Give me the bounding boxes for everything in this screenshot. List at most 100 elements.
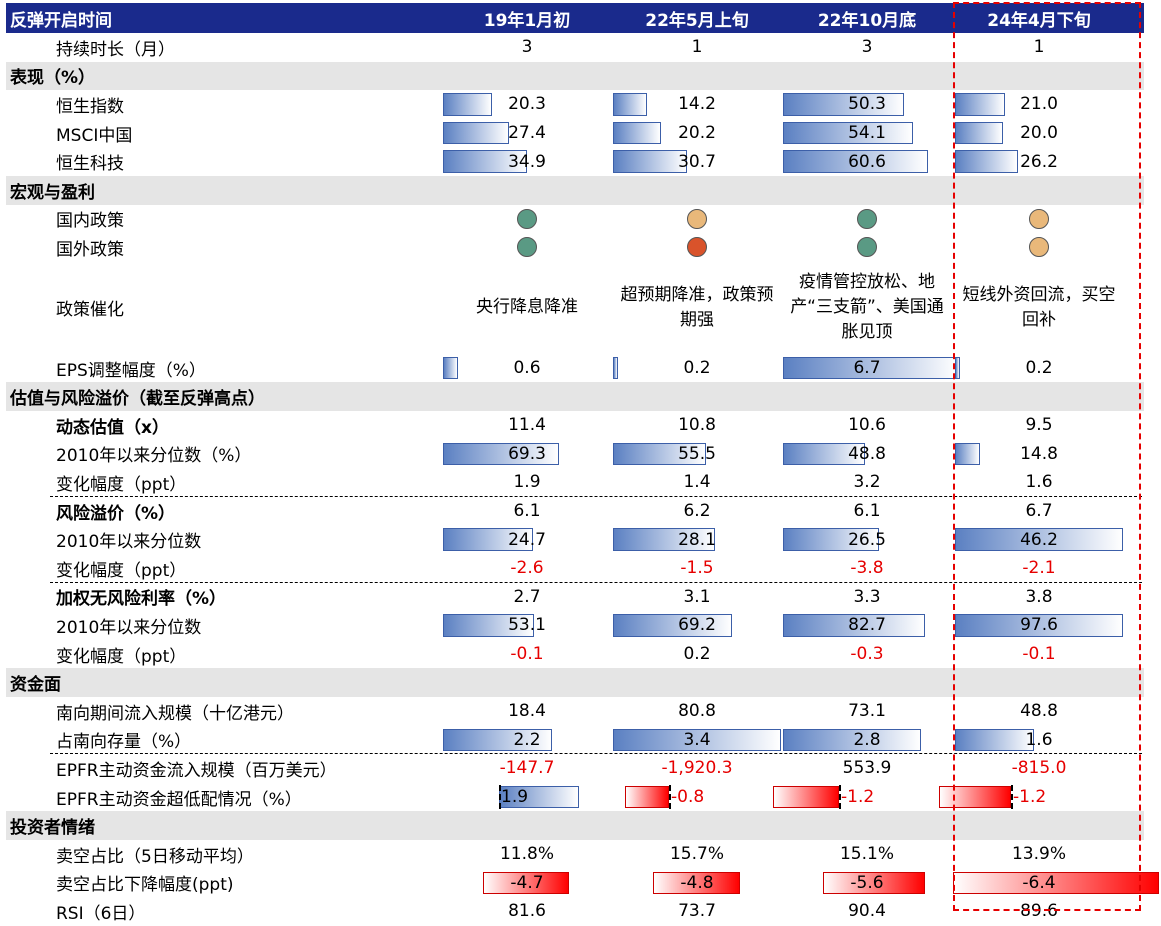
value-cell: 54.1 (783, 119, 951, 148)
cell-value: -815.0 (1011, 758, 1067, 779)
cell-value: 46.2 (1020, 529, 1058, 550)
cell-value: 3.2 (853, 472, 881, 493)
cell-value: 15.7% (669, 844, 724, 865)
table-row: 政策催化 央行降息降准 超预期降准，政策预期强 疫情管控放松、地产“三支箭”、美国通胀… (6, 262, 1144, 354)
value-cell: -5.6 (783, 869, 951, 898)
cell-value: 80.8 (678, 701, 716, 722)
cell-value: 0.2 (1025, 358, 1053, 379)
value-cell: 82.7 (783, 611, 951, 640)
value-cell: 6.1 (443, 497, 611, 526)
data-bar (653, 871, 741, 895)
row-label: 2010年以来分位数 (56, 532, 202, 553)
table-row: 动态估值（x） 11.4 10.8 10.6 9.5 (6, 411, 1144, 440)
row-label: 2010年以来分位数（%） (56, 446, 252, 467)
value-cell: -3.8 (783, 554, 951, 583)
value-cell: -1.2 (773, 783, 951, 812)
cell-value: 55.5 (678, 443, 716, 464)
value-cell: -0.8 (613, 783, 781, 812)
data-bar (955, 93, 1006, 116)
data-bar (443, 614, 535, 637)
value-cell: -1.2 (939, 783, 1123, 812)
cell-value: 69.3 (508, 443, 546, 464)
section-title: 资金面 (10, 675, 61, 696)
value-cell: 3.2 (783, 468, 951, 497)
section-title: 表现（%） (10, 68, 96, 89)
policy-text: 短线外资回流，买空回补 (962, 284, 1116, 330)
column-header: 24年4月下旬 (987, 10, 1091, 31)
cell-value: 48.8 (1020, 701, 1058, 722)
value-cell: 50.3 (783, 90, 951, 119)
data-bar (613, 614, 733, 637)
cell-value: 81.6 (508, 901, 546, 922)
row-label: 恒生指数 (56, 96, 124, 117)
table-row: EPFR主动资金流入规模（百万美元） -147.7 -1,920.3 553.9 -81… (6, 754, 1144, 783)
data-bar (773, 785, 839, 809)
value-cell: -0.3 (783, 640, 951, 669)
value-cell: 53.1 (443, 611, 611, 640)
cell-value: 15.1% (839, 844, 894, 865)
value-cell: 0.6 (443, 354, 611, 383)
cell-value: 10.8 (678, 415, 716, 436)
column-header: 22年10月底 (817, 10, 917, 31)
data-bar (613, 442, 707, 466)
zero-axis (499, 784, 501, 810)
value-cell: 48.8 (955, 697, 1123, 726)
value-cell: 20.3 (443, 90, 611, 119)
status-dot-amber (1029, 208, 1049, 229)
cell-value: -1.2 (841, 787, 875, 808)
row-label: 南向期间流入规模（十亿港元） (56, 703, 294, 724)
data-bar (443, 121, 509, 145)
table-row: 变化幅度（ppt） -2.6 -1.5 -3.8 -2.1 (6, 554, 1144, 583)
value-cell: 6.7 (955, 497, 1123, 526)
value-cell: 73.1 (783, 697, 951, 726)
data-bar (939, 785, 1011, 809)
cell-value: 26.2 (1020, 151, 1058, 172)
cell-value: 3.1 (683, 586, 711, 607)
value-cell (443, 233, 611, 262)
value-cell: 3.3 (783, 583, 951, 612)
data-bar (613, 93, 648, 116)
data-bar (443, 356, 459, 380)
table-row: 2010年以来分位数 53.1 69.2 82.7 97.6 (6, 611, 1144, 640)
row-label: 国内政策 (56, 211, 124, 232)
cell-value: 1 (691, 37, 703, 58)
value-cell: 55.5 (613, 440, 781, 469)
cell-value: 6.7 (1025, 501, 1053, 522)
table-row: RSI（6日） 81.6 73.7 90.4 89.6 (6, 897, 1144, 926)
value-cell: 超预期降准，政策预期强 (613, 262, 781, 354)
value-cell: 24.7 (443, 525, 611, 554)
cell-value: 1.9 (501, 787, 529, 808)
cell-value: 34.9 (508, 151, 546, 172)
value-cell: 20.2 (613, 119, 781, 148)
value-cell: 1.9 (443, 468, 611, 497)
cell-value: 53.1 (508, 615, 546, 636)
section-row: 投资者情绪 (6, 811, 1144, 840)
status-dot-amber (687, 208, 707, 229)
cell-value: 20.3 (508, 94, 546, 115)
value-cell: 15.1% (783, 840, 951, 869)
status-dot-red (687, 237, 707, 258)
value-cell: 30.7 (613, 147, 781, 176)
value-cell (613, 205, 781, 234)
value-cell: 2.2 (443, 726, 611, 755)
cell-value: 3.3 (853, 586, 881, 607)
cell-value: -0.1 (1022, 644, 1056, 665)
table-row: 南向期间流入规模（十亿港元） 18.4 80.8 73.1 48.8 (6, 697, 1144, 726)
row-label: 卖空占比下降幅度(ppt) (56, 875, 234, 896)
table-row: EPFR主动资金超低配情况（%） 1.9 -0.8 -1.2 -1.2 (6, 783, 1144, 812)
value-cell: 疫情管控放松、地产“三支箭”、美国通胀见顶 (783, 262, 951, 354)
value-cell: 14.8 (955, 440, 1123, 469)
status-dot-green (517, 208, 537, 229)
value-cell: 3.4 (613, 726, 781, 755)
value-cell: 1 (955, 33, 1123, 62)
section-title: 估值与风险溢价（截至反弹高点） (10, 389, 265, 410)
cell-value: -4.7 (510, 872, 544, 893)
column-header: 22年5月上旬 (645, 10, 749, 31)
cell-value: 26.5 (848, 529, 886, 550)
data-bar (955, 121, 1003, 145)
value-cell: 69.3 (443, 440, 611, 469)
cell-value: 11.8% (499, 844, 554, 865)
value-cell: 89.6 (955, 897, 1123, 926)
cell-value: 1.9 (513, 472, 541, 493)
value-cell: 26.2 (955, 147, 1123, 176)
